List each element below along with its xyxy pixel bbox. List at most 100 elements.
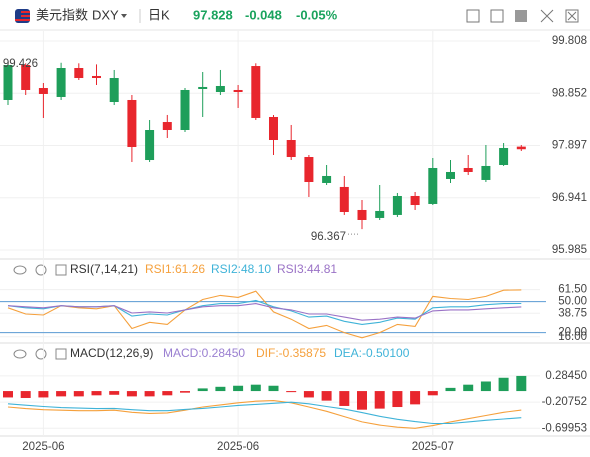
- box-icon[interactable]: [55, 348, 67, 360]
- candle-body: [21, 64, 31, 90]
- macd-bar: [463, 384, 474, 392]
- dropdown-caret[interactable]: [121, 14, 127, 18]
- macd-bar: [374, 391, 385, 409]
- macd-bar: [38, 391, 49, 398]
- candle-body: [286, 140, 296, 158]
- indicator-title: MACD(12,26,9): [70, 346, 153, 360]
- macd-bar: [56, 391, 67, 397]
- macd-bar: [73, 391, 84, 397]
- candle-body: [446, 171, 455, 179]
- x-tick-label: 2025-06: [217, 441, 259, 453]
- candle-body: [3, 64, 13, 100]
- candle-body: [375, 210, 385, 218]
- macd-bar: [91, 391, 102, 396]
- eye-icon[interactable]: [13, 349, 27, 359]
- y-tick-label: 97.897: [552, 140, 587, 152]
- indicator-line: [7, 289, 522, 339]
- y-tick-label: 50.00: [558, 296, 587, 308]
- candle-body: [499, 147, 509, 165]
- y-tick-label: -0.69953: [542, 422, 587, 434]
- x-tick-label: 2025-07: [412, 441, 454, 453]
- header: 美元指数 DXY 日K 97.828 -0.048 -0.05%: [15, 7, 579, 23]
- y-tick-label: 0.28450: [545, 370, 587, 382]
- y-tick-label: 38.75: [558, 307, 587, 319]
- macd-bar: [392, 391, 403, 408]
- legend-entry: RSI2:48.10: [211, 262, 271, 276]
- candle-body: [516, 146, 526, 150]
- period[interactable]: 日K: [148, 7, 170, 22]
- macd-bar: [480, 381, 491, 392]
- macd-bar: [516, 375, 527, 392]
- rsi-toolbar: [13, 264, 67, 276]
- candle-body: [162, 122, 172, 131]
- y-tick-label: 96.941: [552, 192, 587, 204]
- macd-toolbar: [13, 348, 67, 360]
- max-label: 99.426: [3, 58, 38, 70]
- candle-body: [180, 89, 190, 131]
- candle-body: [109, 78, 119, 103]
- y-tick-label: 61.50: [558, 284, 587, 296]
- indicator-line: [7, 401, 522, 425]
- candle-body: [215, 85, 225, 93]
- flag-stripe: [21, 15, 30, 17]
- indicator-title: RSI(7,14,21): [70, 262, 138, 276]
- macd-bar: [144, 391, 155, 397]
- price: 97.828: [193, 7, 233, 22]
- macd-bar: [427, 391, 438, 396]
- macd-bar: [339, 391, 350, 406]
- box-icon[interactable]: [55, 264, 67, 276]
- toolbar-icon[interactable]: [540, 9, 554, 23]
- macd-bar: [197, 388, 208, 392]
- eye-icon[interactable]: [13, 265, 27, 275]
- macd-bar: [321, 391, 332, 401]
- candle-body: [92, 75, 101, 79]
- indicator-line: [7, 303, 522, 321]
- candle-body: [127, 99, 137, 148]
- candle-body: [304, 157, 314, 182]
- candle-body: [251, 66, 261, 118]
- y-tick-label: 16.00: [558, 331, 587, 343]
- y-tick-label: 98.852: [552, 87, 587, 99]
- instrument-symbol[interactable]: DXY: [92, 7, 119, 22]
- legend-entry: DEA:-0.50100: [334, 346, 410, 360]
- candle-body: [74, 68, 84, 79]
- macd-bar: [162, 391, 173, 396]
- macd-bar: [233, 385, 244, 392]
- legend-entry: RSI3:44.81: [277, 262, 337, 276]
- macd-bar: [286, 391, 297, 393]
- toolbar-icon[interactable]: [515, 10, 527, 22]
- macd-bar: [215, 386, 226, 392]
- toolbar-icon[interactable]: [466, 9, 480, 23]
- candle-body: [145, 130, 155, 161]
- candle-body: [339, 186, 349, 213]
- macd-bar: [109, 391, 120, 395]
- change: -0.048: [245, 7, 282, 22]
- candle-body: [233, 89, 243, 93]
- legend-entry: DIF:-0.35875: [256, 346, 326, 360]
- macd-bar: [20, 391, 31, 398]
- macd-bar: [250, 384, 261, 392]
- macd-bar: [3, 391, 13, 398]
- candle-body: [428, 167, 438, 204]
- candle-body: [410, 195, 420, 206]
- y-tick-label: 20.00: [558, 327, 587, 339]
- indicator-line: [7, 400, 522, 429]
- close-icon[interactable]: [567, 11, 577, 21]
- toolbar-icon[interactable]: [490, 9, 504, 23]
- macd-bar: [268, 385, 279, 392]
- gear-icon[interactable]: [35, 348, 47, 360]
- gear-icon[interactable]: [35, 264, 47, 276]
- candle-body: [392, 195, 402, 215]
- candle-body: [322, 175, 332, 183]
- candle-body: [463, 167, 473, 172]
- candle-body: [56, 68, 66, 97]
- macd-bar: [357, 391, 367, 410]
- instrument-name[interactable]: 美元指数: [36, 7, 88, 22]
- flag-stripe: [15, 19, 30, 21]
- toolbar-icon[interactable]: [565, 9, 579, 23]
- candle-body: [357, 209, 367, 220]
- macd-bar: [303, 391, 314, 398]
- macd-bar: [126, 391, 137, 397]
- macd-bar: [498, 377, 509, 392]
